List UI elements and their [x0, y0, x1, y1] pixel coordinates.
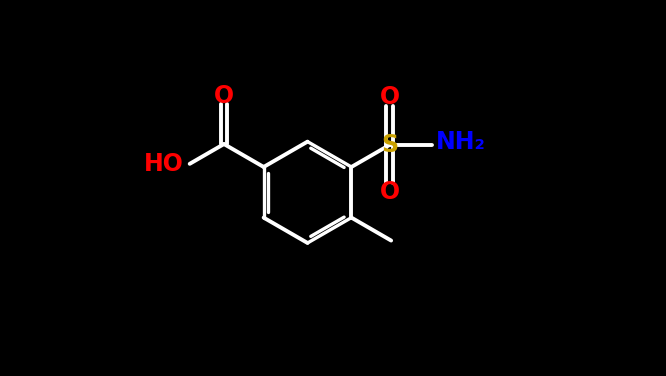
Text: HO: HO: [144, 152, 184, 176]
Text: O: O: [380, 180, 400, 204]
Text: O: O: [214, 84, 234, 108]
Text: S: S: [382, 133, 398, 157]
Text: NH₂: NH₂: [436, 130, 486, 155]
Text: O: O: [380, 85, 400, 109]
